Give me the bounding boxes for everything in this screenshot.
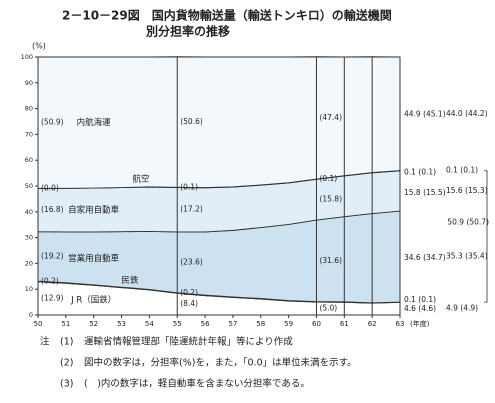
value-label: 4.6 (4.6) [404,304,436,313]
series-name: J R（国鉄） [70,295,116,306]
x-tick-label: 54 [145,320,154,328]
y-axis-label: (%) [32,42,46,51]
value-label: (50.6) [180,117,203,126]
annotation: 50.9 (50.7) [447,217,489,226]
y-tick-label: 40 [25,208,33,216]
value-label: 44.0 (44.2) [446,109,488,118]
x-tick-label: 59 [284,320,293,328]
value-label: (47.4) [319,113,342,122]
chart-title: 2－10－29図 国内貨物輸送量（輸送トンキロ）の輸送機関 [62,8,392,23]
value-label: (0.0) [41,183,59,192]
value-label: (12.9) [41,293,64,302]
series-name: 自家用自動車 [68,204,120,215]
series-name: 民鉄 [121,275,139,286]
x-tick-label: 52 [89,320,98,328]
note-number: (3) [60,379,73,390]
chart-title: 別分担率の推移 [145,24,230,39]
value-label: (5.0) [319,304,337,313]
y-tick-label: 10 [25,285,33,293]
value-label: (17.2) [180,205,203,214]
y-tick-label: 60 [25,156,33,164]
value-label: (50.9) [41,118,64,127]
value-label: (23.6) [180,257,203,266]
value-label: (8.4) [180,299,198,308]
y-tick-label: 20 [25,259,33,267]
note-number: (1) [60,337,73,348]
series-name: 営業用自動車 [68,253,120,264]
y-tick-label: 70 [25,130,33,138]
value-label: (0.1) [319,174,337,183]
value-label: (0.2) [41,276,59,285]
x-tick-label: 56 [201,320,210,328]
value-label: 34.6 (34.7) [404,253,446,262]
x-tick-label: 53 [117,320,126,328]
x-tick-label: 55 [173,320,182,328]
series-name: 内航海運 [77,117,112,128]
value-label: 0.1 (0.1) [446,166,478,175]
y-tick-label: 90 [25,79,33,87]
notes-label: 注 [40,336,50,348]
x-tick-label: 50 [34,320,43,328]
x-tick-label: 62 [368,320,377,328]
bracket [484,170,488,303]
value-label: 15.6 (15.3) [446,186,488,195]
value-label: 35.3 (35.4) [446,252,488,261]
x-tick-label: 63 [396,320,405,328]
value-label: (0.1) [180,182,198,191]
note-number: (2) [60,358,73,369]
x-tick-label: 58 [256,320,265,328]
note: ( )内の数字は，軽自動車を含まない分担率である。 [84,378,310,390]
note: 運輸省情報管理部「陸運統計年報」等により作成 [84,336,293,348]
y-tick-label: 50 [25,182,33,190]
value-label: (15.8) [319,195,342,204]
note: 図中の数字は，分担率(%)を，また，「0.0」は単位未満を示す。 [84,357,357,369]
value-label: 4.9 (4.9) [446,304,478,313]
value-label: 44.9 (45.1) [404,110,446,119]
x-axis-label: (年度) [410,319,430,328]
value-label: (0.2) [180,288,198,297]
value-label: (19.2) [41,251,64,260]
value-label: 15.8 (15.5) [404,188,446,197]
series-name: 航空 [133,173,150,184]
x-tick-label: 57 [228,320,237,328]
value-label: 0.1 (0.1) [404,295,436,304]
x-tick-label: 60 [312,320,321,328]
y-tick-label: 0 [29,311,33,319]
value-label: (16.8) [41,205,64,214]
value-label: 0.1 (0.1) [404,168,436,177]
y-tick-label: 30 [25,234,33,242]
x-tick-label: 51 [61,320,70,328]
y-tick-label: 80 [25,105,33,113]
y-tick-label: 100 [21,53,33,61]
x-tick-label: 61 [340,320,349,328]
value-label: (31.6) [319,256,342,265]
